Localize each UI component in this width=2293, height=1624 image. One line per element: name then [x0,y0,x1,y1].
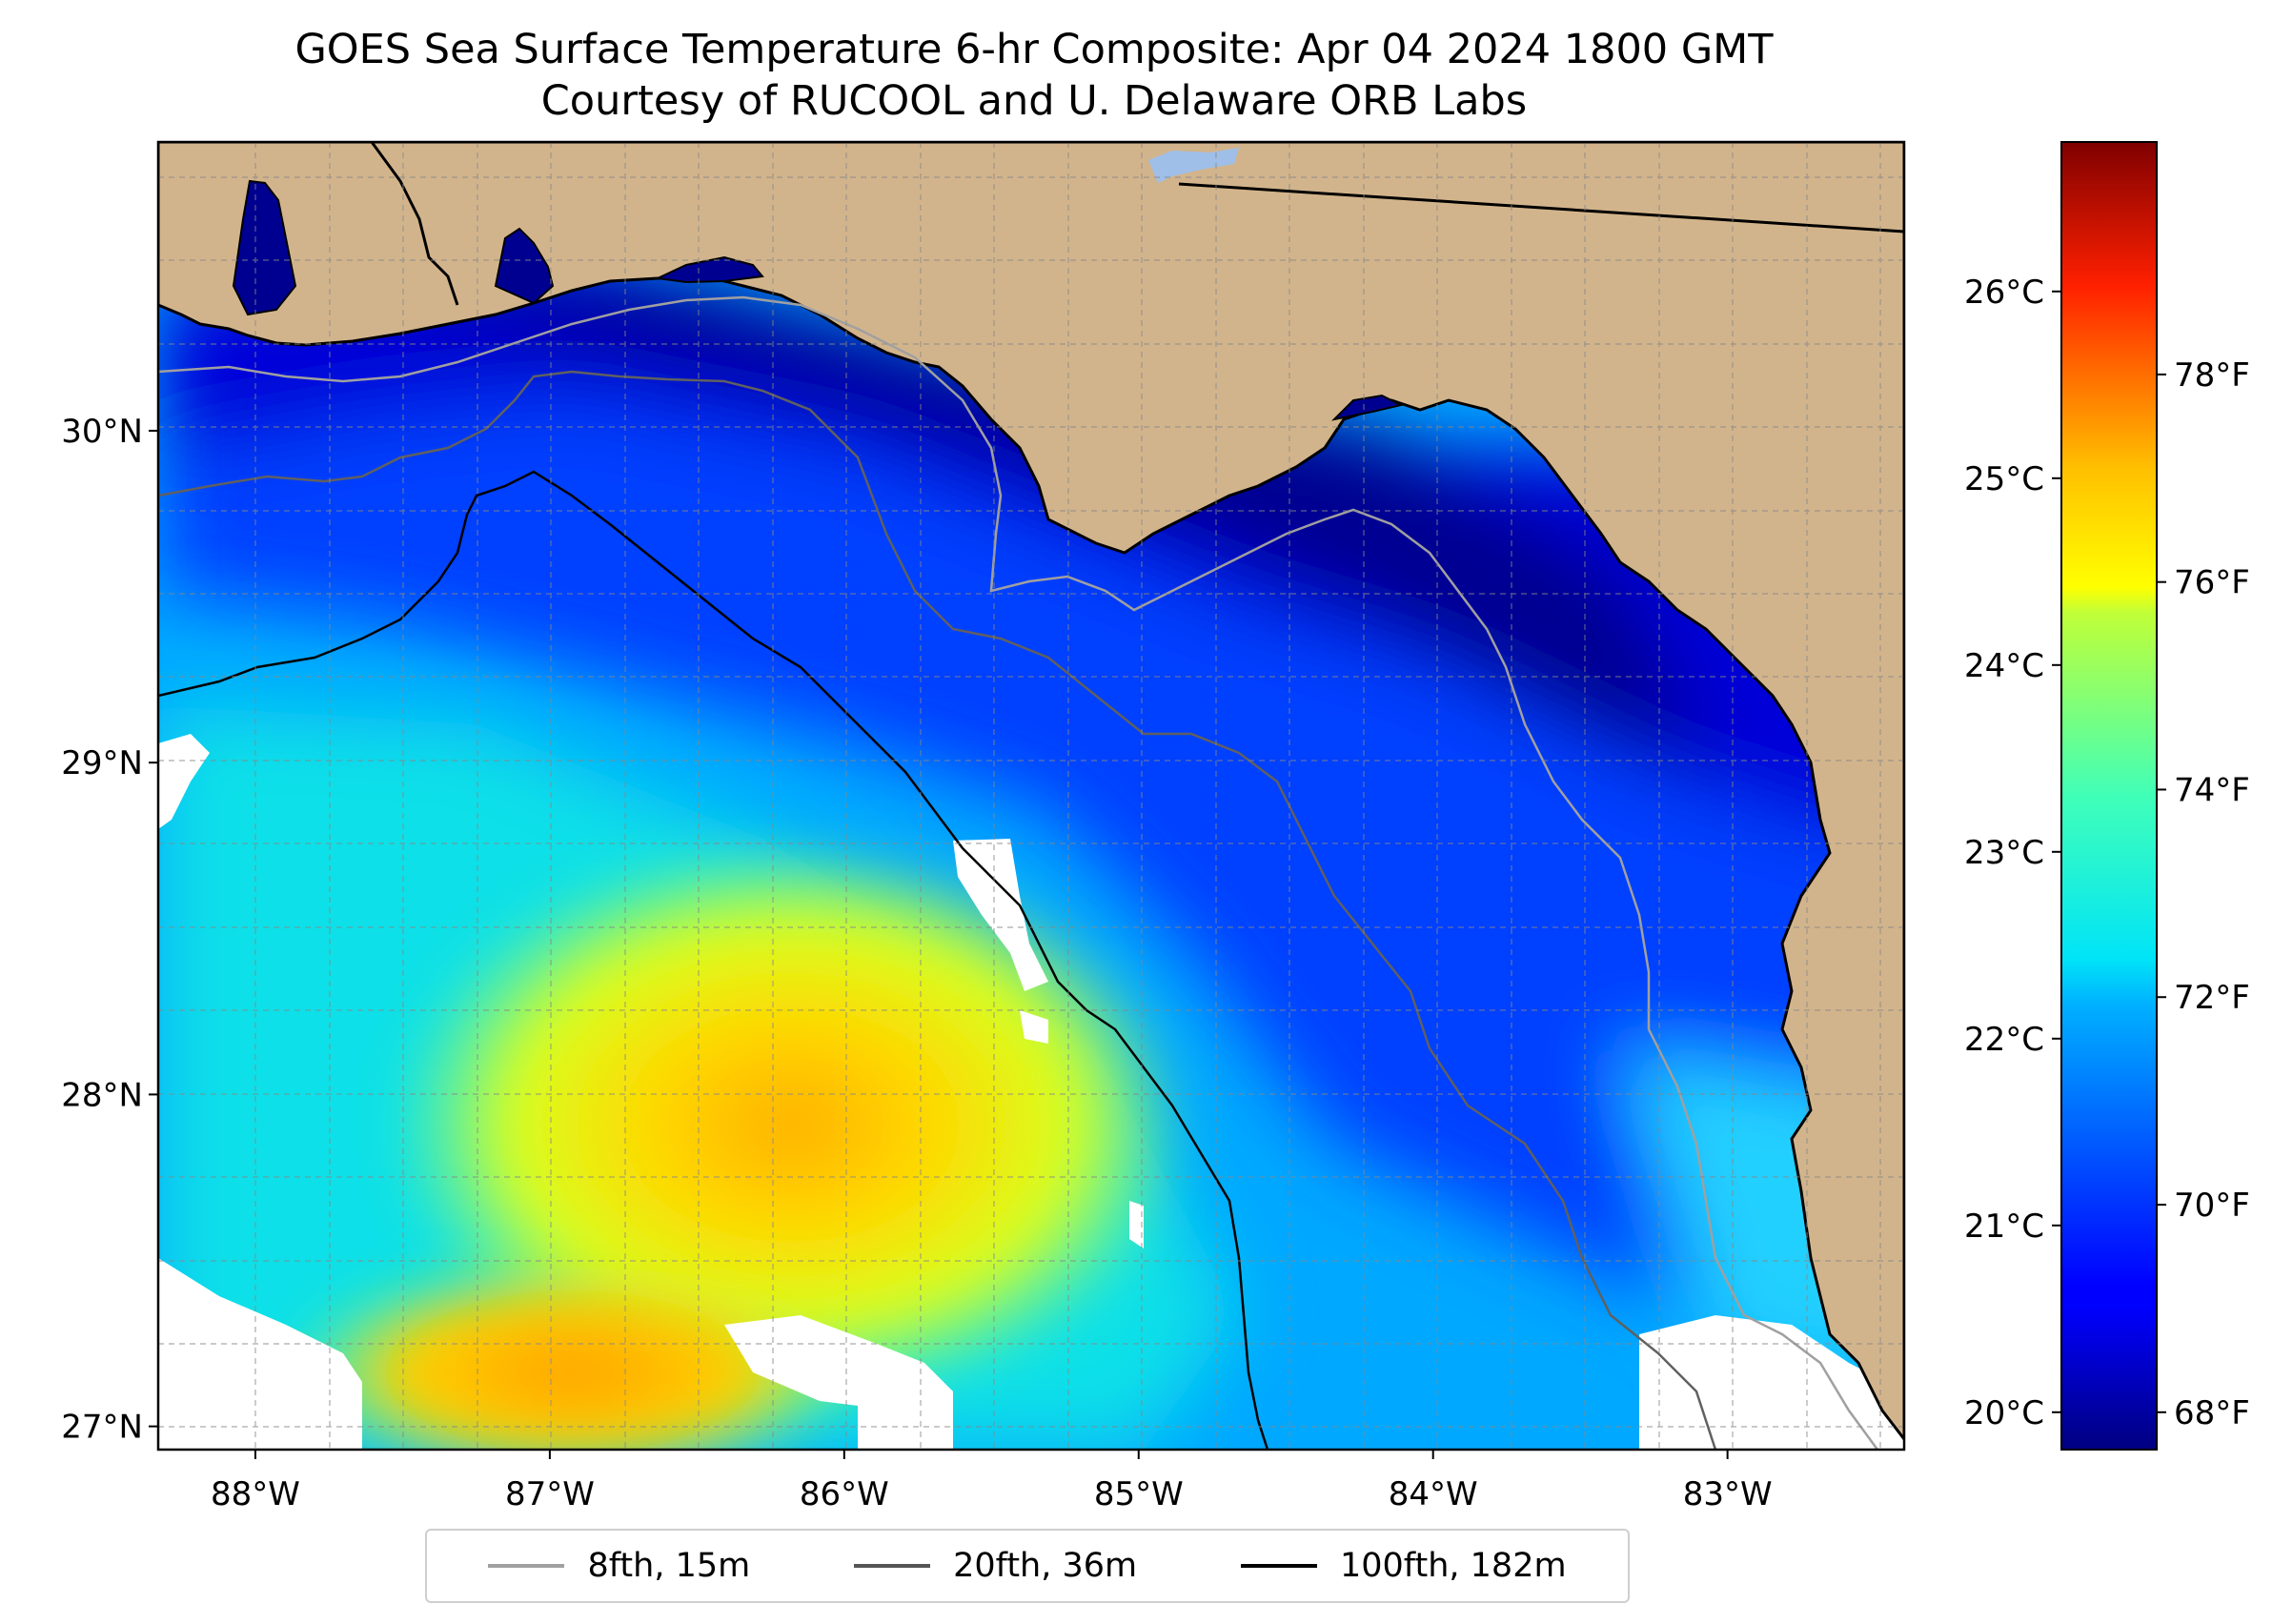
fahrenheit-axis: 68°F 70°F 72°F 74°F 76°F 78°F [2157,356,2250,1432]
lat-tick-label: 27°N [61,1409,143,1447]
legend-label: 100fth, 182m [1339,1547,1567,1585]
legend-swatch [1240,1564,1317,1568]
celsius-tick-label: 24°C [1964,647,2044,685]
lon-tick-label: 86°W [800,1475,889,1513]
lon-tick-label: 83°W [1683,1475,1773,1513]
contour-8fth [158,295,1879,1450]
bays [232,179,1404,421]
fahrenheit-tick-label: 68°F [2174,1394,2250,1432]
map-subtitle: Courtesy of RUCOOL and U. Delaware ORB L… [540,77,1528,125]
celsius-tick-label: 26°C [1964,274,2044,312]
fahrenheit-tick-label: 72°F [2174,979,2250,1017]
latitude-axis: 30°N 29°N 28°N 27°N [61,413,158,1447]
celsius-tick-label: 21°C [1964,1208,2044,1246]
state-border [1178,182,1904,233]
lon-tick-label: 87°W [505,1475,595,1513]
legend-label: 20fth, 36m [953,1547,1138,1585]
contour-100fth [158,470,1269,1450]
celsius-tick-label: 20°C [1964,1394,2044,1432]
fahrenheit-tick-label: 70°F [2174,1187,2250,1225]
legend-item-100fth: 100fth, 182m [1240,1547,1567,1585]
legend-item-20fth: 20fth, 36m [854,1547,1137,1585]
lat-tick-label: 30°N [61,413,143,451]
colorbar-gradient [2060,141,2158,1451]
legend-swatch [854,1564,931,1568]
fahrenheit-tick-label: 76°F [2174,564,2250,602]
fahrenheit-tick-label: 74°F [2174,771,2250,809]
legend-label: 8fth, 15m [587,1547,751,1585]
lon-tick-label: 85°W [1094,1475,1184,1513]
celsius-tick-label: 23°C [1964,834,2044,872]
map-title: GOES Sea Surface Temperature 6-hr Compos… [294,26,1774,73]
longitude-axis: 88°W 87°W 86°W 85°W 84°W 83°W [211,1450,1773,1513]
colorbar: 20°C 21°C 22°C 23°C 24°C 25°C 26°C 68°F 70°F 72°… [1964,141,2250,1451]
state-border-west [370,142,459,306]
contour-20fth [158,370,1717,1450]
celsius-tick-label: 22°C [1964,1021,2044,1059]
graticule [158,142,1904,1450]
sst-map [158,142,1904,1450]
legend-swatch [488,1564,565,1568]
fahrenheit-tick-label: 78°F [2174,356,2250,395]
legend-item-8fth: 8fth, 15m [488,1547,750,1585]
lat-tick-label: 28°N [61,1076,143,1114]
lon-tick-label: 84°W [1389,1475,1478,1513]
legend: 8fth, 15m 20fth, 36m 100fth, 182m [425,1529,1630,1603]
celsius-tick-label: 25°C [1964,460,2044,498]
map-frame [156,140,1906,1451]
celsius-axis: 20°C 21°C 22°C 23°C 24°C 25°C 26°C [1964,274,2061,1432]
lat-tick-label: 29°N [61,744,143,782]
lon-tick-label: 88°W [211,1475,300,1513]
